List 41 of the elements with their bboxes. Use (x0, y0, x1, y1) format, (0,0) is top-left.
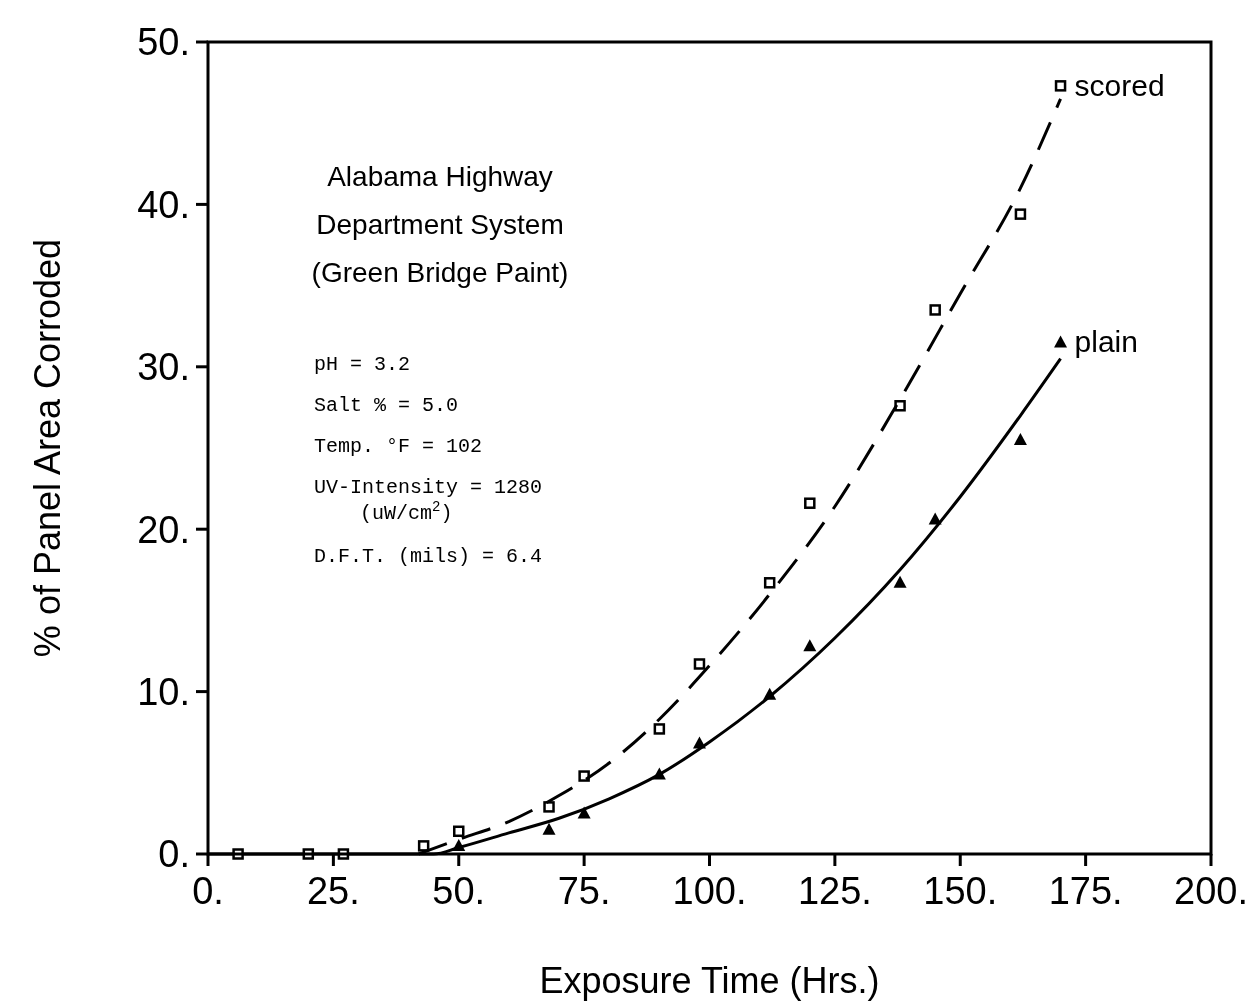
y-axis-title: % of Panel Area Corroded (27, 238, 68, 658)
annotation: Temp. °F = 102 (314, 435, 483, 458)
point (1054, 80, 1067, 92)
x-tick-label: 50. (432, 870, 486, 912)
x-tick-label: 150. (923, 870, 998, 912)
point (804, 497, 816, 509)
x-tick-label: 0. (192, 870, 224, 912)
point (803, 639, 817, 652)
point (542, 822, 556, 835)
annotation: D.F.T. (mils) = 6.4 (314, 545, 543, 568)
x-tick-label: 75. (557, 870, 611, 912)
y-tick-label: 0. (158, 833, 190, 876)
annotation: UV-Intensity = 1280 (uW/cm$^{2}$) (314, 476, 543, 525)
point (653, 723, 666, 735)
annotation: Salt % = 5.0 (314, 394, 459, 417)
y-tick-label: 20. (137, 508, 190, 551)
point (1013, 432, 1027, 445)
point (453, 825, 465, 838)
point (894, 400, 906, 412)
y-tick-label: 50. (137, 21, 190, 64)
y-tick-label: 10. (137, 670, 190, 713)
point (763, 577, 776, 589)
point (1014, 208, 1027, 220)
text: Alabama Highway Department System (Green Bridge Paint) (311, 161, 569, 288)
x-tick-label: 175. (1048, 870, 1123, 912)
x-tick-label: 25. (306, 870, 360, 912)
point (417, 840, 430, 852)
series-label: scored (1074, 68, 1165, 102)
point (1054, 335, 1068, 348)
x-tick-label: 200. (1174, 870, 1248, 912)
point (893, 575, 907, 588)
x-tick-label: 100. (672, 870, 747, 912)
point (693, 658, 706, 670)
series-label: plain (1074, 325, 1138, 359)
y-tick-label: 30. (137, 346, 190, 389)
x-axis-title: Exposure Time (Hrs.) (539, 960, 880, 1001)
point (929, 304, 941, 316)
point (543, 801, 555, 813)
annotation: pH = 3.2 (314, 353, 411, 376)
x-tick-label: 125. (797, 870, 872, 912)
y-tick-label: 40. (137, 183, 190, 226)
